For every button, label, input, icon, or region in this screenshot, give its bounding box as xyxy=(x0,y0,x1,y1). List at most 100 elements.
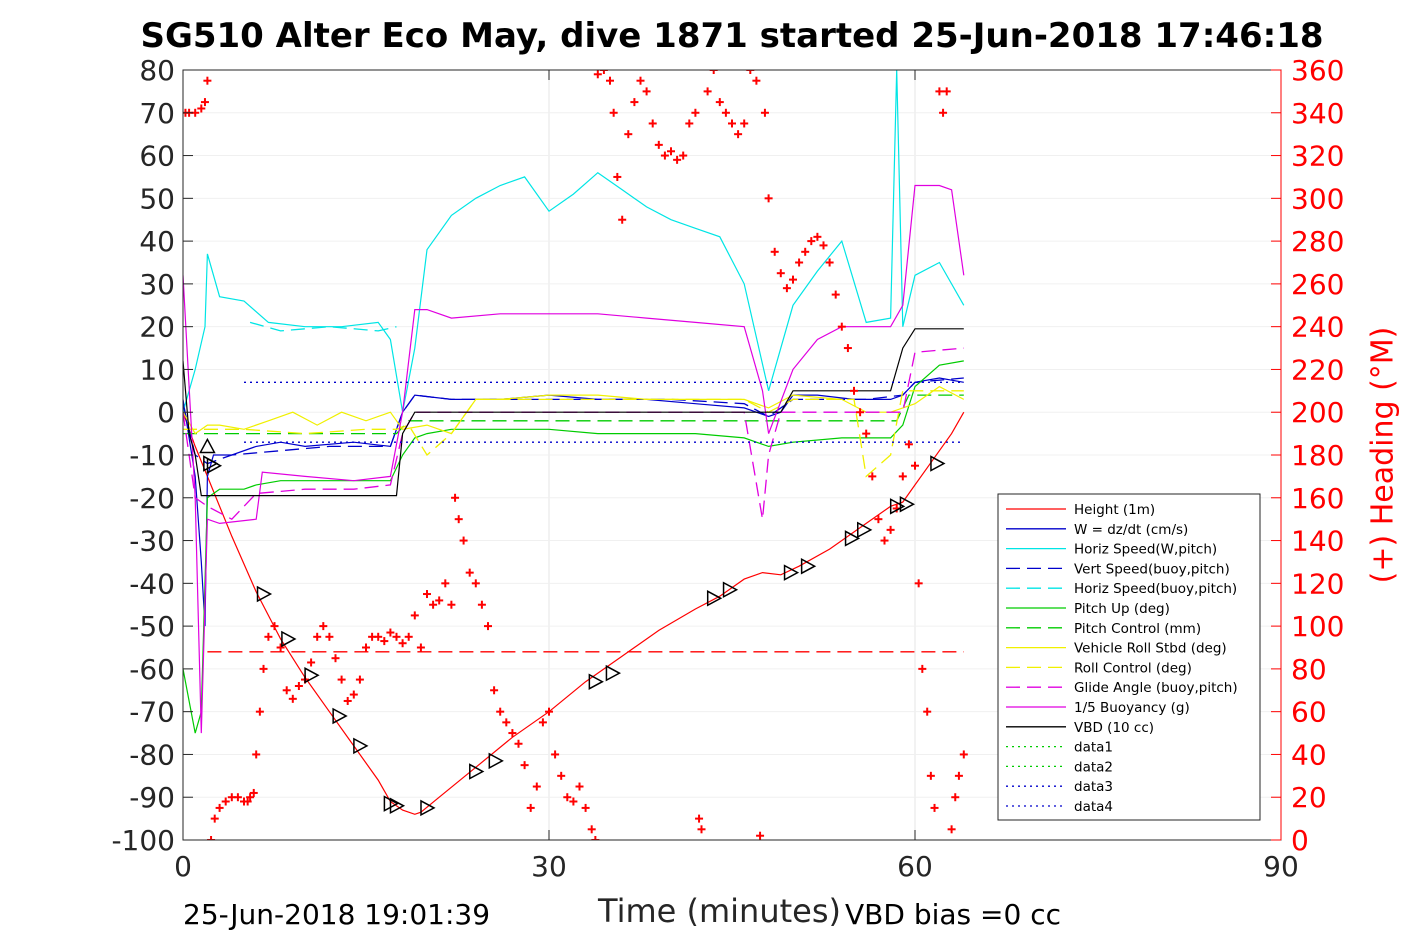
heading-point xyxy=(667,147,675,156)
heading-point xyxy=(441,579,450,588)
heading-point xyxy=(697,825,706,834)
turn-marker-right xyxy=(332,707,348,725)
turn-marker-right xyxy=(722,581,739,599)
heading-point xyxy=(233,793,242,802)
heading-point xyxy=(914,579,923,588)
heading-point xyxy=(789,275,797,284)
heading-point xyxy=(331,654,340,663)
y-tick-label-left: -50 xyxy=(129,610,175,643)
heading-point xyxy=(451,493,460,502)
heading-point xyxy=(246,793,255,802)
y-tick-label-right: 340 xyxy=(1291,97,1344,130)
turn-marker-right xyxy=(488,752,504,770)
heading-point xyxy=(197,104,206,113)
turn-marker-right xyxy=(281,630,297,648)
heading-point xyxy=(210,814,219,823)
y-tick-label-right: 200 xyxy=(1291,396,1344,429)
heading-point xyxy=(243,797,252,806)
heading-point xyxy=(259,664,268,673)
heading-point xyxy=(703,87,712,96)
y-tick-label-left: -40 xyxy=(129,567,175,600)
heading-point xyxy=(831,290,840,299)
heading-point xyxy=(249,788,258,797)
heading-point xyxy=(484,622,492,631)
heading-point xyxy=(862,429,871,438)
heading-point xyxy=(782,284,791,293)
heading-point xyxy=(673,155,682,164)
legend-entry-label: Roll Control (deg) xyxy=(1074,660,1192,676)
heading-point xyxy=(630,98,639,107)
heading-point xyxy=(660,151,669,160)
heading-point xyxy=(613,172,622,181)
legend-entry-label: Glide Angle (buoy,pitch) xyxy=(1074,680,1238,696)
x-axis-label: Time (minutes) xyxy=(598,892,841,930)
heading-point xyxy=(926,771,935,780)
heading-point xyxy=(856,408,865,417)
chart-title: SG510 Alter Eco May, dive 1871 started 2… xyxy=(140,16,1324,56)
legend-entry-label: Height (1m) xyxy=(1074,502,1155,518)
heading-point xyxy=(911,461,919,470)
y-tick-label-right: 100 xyxy=(1291,610,1344,643)
heading-point xyxy=(587,825,596,834)
heading-point xyxy=(709,70,718,74)
y-tick-label-right: 80 xyxy=(1291,653,1327,686)
heading-point xyxy=(423,590,431,599)
x-tick-label: 0 xyxy=(174,850,192,883)
legend-entry-label: Horiz Speed(W,pitch) xyxy=(1074,542,1217,558)
heading-point xyxy=(591,836,600,840)
heading-point xyxy=(386,628,395,637)
heading-point xyxy=(954,771,963,780)
heading-point xyxy=(294,682,303,690)
heading-point xyxy=(410,611,419,620)
heading-point xyxy=(477,600,486,609)
series-line-1-5-buoyancy-g- xyxy=(183,184,965,734)
heading-point xyxy=(398,639,407,648)
y-tick-label-left: -80 xyxy=(129,738,175,771)
heading-point xyxy=(819,241,828,250)
y-tick-label-right: 140 xyxy=(1291,525,1344,558)
heading-point xyxy=(416,643,425,652)
heading-point xyxy=(200,98,209,107)
series-line-vert-speed-buoy-pitch- xyxy=(183,377,964,465)
turn-marker-right xyxy=(353,737,369,755)
heading-point xyxy=(557,771,566,780)
legend-entry-label: VBD (10 cc) xyxy=(1074,720,1154,736)
turn-marker-right xyxy=(389,797,406,815)
legend-entry-label: Horiz Speed(buoy,pitch) xyxy=(1074,581,1237,597)
turn-marker-right xyxy=(605,664,622,682)
heading-point xyxy=(545,707,553,716)
turn-marker-right xyxy=(588,673,604,690)
heading-point xyxy=(618,215,627,224)
y-tick-label-right: 360 xyxy=(1291,54,1344,87)
turn-marker-right xyxy=(899,495,916,513)
heading-point xyxy=(203,76,212,85)
heading-point xyxy=(715,98,724,107)
turn-marker-right xyxy=(800,557,817,575)
y-tick-label-right: 280 xyxy=(1291,225,1344,258)
heading-point xyxy=(563,793,572,802)
heading-point xyxy=(447,600,456,609)
heading-point xyxy=(843,344,852,353)
heading-point xyxy=(599,70,608,74)
turn-marker-right xyxy=(304,667,320,684)
heading-point xyxy=(764,194,773,203)
turn-marker-right xyxy=(930,455,946,472)
turn-marker-right xyxy=(857,521,873,539)
heading-point xyxy=(325,632,334,641)
heading-point xyxy=(930,803,939,812)
y-tick-label-right: 120 xyxy=(1291,567,1344,600)
heading-point xyxy=(939,108,948,117)
heading-point xyxy=(404,632,413,641)
y-tick-label-right: 220 xyxy=(1291,353,1344,386)
y-tick-label-left: 10 xyxy=(139,353,175,386)
heading-point xyxy=(471,579,480,588)
heading-point xyxy=(868,472,877,481)
heading-point xyxy=(270,622,279,631)
turn-marker-right xyxy=(256,585,273,603)
legend-entry-label: 1/5 Buoyancy (g) xyxy=(1074,700,1190,716)
plot-layer xyxy=(183,70,968,840)
heading-point xyxy=(429,600,438,609)
heading-point xyxy=(215,803,224,812)
right-y-axis-label: (+) Heading (°M) xyxy=(1365,326,1401,584)
turn-marker-right xyxy=(469,763,485,780)
